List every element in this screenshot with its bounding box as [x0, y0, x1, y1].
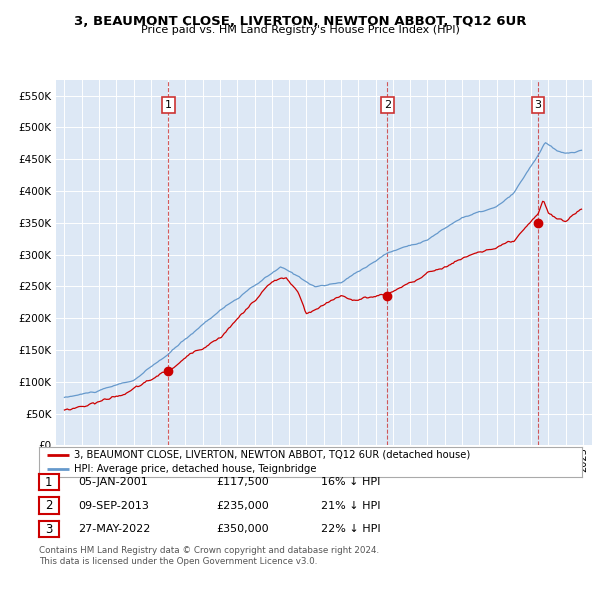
Text: 09-SEP-2013: 09-SEP-2013: [78, 501, 149, 510]
Text: HPI: Average price, detached house, Teignbridge: HPI: Average price, detached house, Teig…: [74, 464, 317, 474]
Text: Contains HM Land Registry data © Crown copyright and database right 2024.: Contains HM Land Registry data © Crown c…: [39, 546, 379, 555]
Text: 1: 1: [165, 100, 172, 110]
Text: £235,000: £235,000: [216, 501, 269, 510]
Text: 3, BEAUMONT CLOSE, LIVERTON, NEWTON ABBOT, TQ12 6UR (detached house): 3, BEAUMONT CLOSE, LIVERTON, NEWTON ABBO…: [74, 450, 470, 460]
Text: £117,500: £117,500: [216, 477, 269, 487]
Text: 1: 1: [45, 476, 53, 489]
Text: 3: 3: [45, 523, 53, 536]
Text: 27-MAY-2022: 27-MAY-2022: [78, 525, 151, 534]
Text: 3, BEAUMONT CLOSE, LIVERTON, NEWTON ABBOT, TQ12 6UR: 3, BEAUMONT CLOSE, LIVERTON, NEWTON ABBO…: [74, 15, 526, 28]
Text: This data is licensed under the Open Government Licence v3.0.: This data is licensed under the Open Gov…: [39, 558, 317, 566]
Text: Price paid vs. HM Land Registry's House Price Index (HPI): Price paid vs. HM Land Registry's House …: [140, 25, 460, 35]
Text: 16% ↓ HPI: 16% ↓ HPI: [321, 477, 380, 487]
Text: 21% ↓ HPI: 21% ↓ HPI: [321, 501, 380, 510]
Text: 05-JAN-2001: 05-JAN-2001: [78, 477, 148, 487]
Text: 22% ↓ HPI: 22% ↓ HPI: [321, 525, 380, 534]
Text: 2: 2: [384, 100, 391, 110]
Text: 2: 2: [45, 499, 53, 512]
Text: £350,000: £350,000: [216, 525, 269, 534]
Text: 3: 3: [535, 100, 542, 110]
